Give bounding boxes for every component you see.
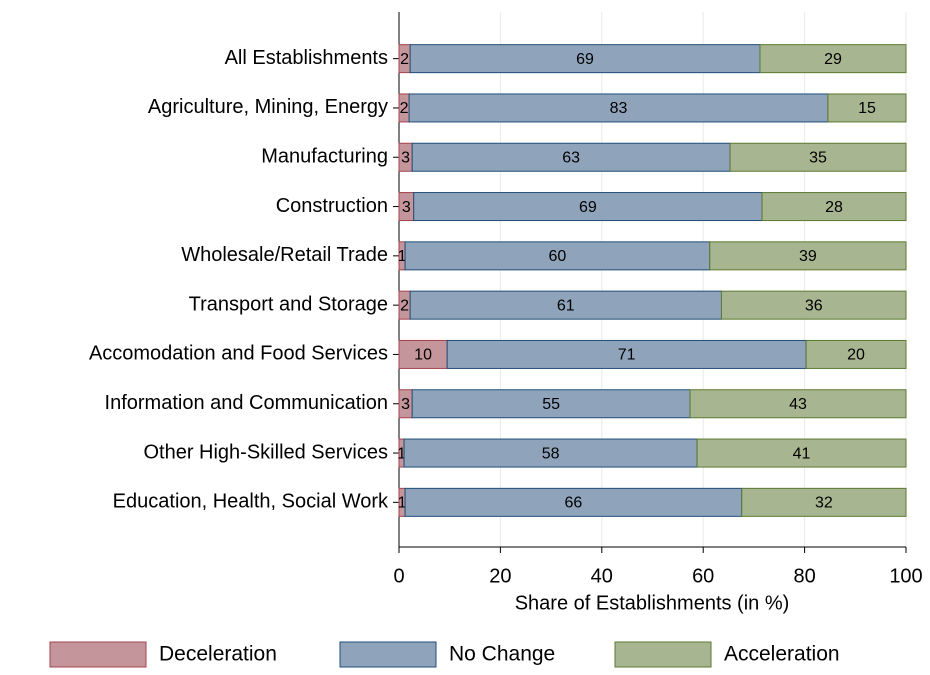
y-tick-label: Manufacturing xyxy=(261,146,388,168)
value-label: 58 xyxy=(542,445,560,462)
y-tick-label: Agriculture, Mining, Energy xyxy=(148,96,388,118)
value-label: 28 xyxy=(825,199,843,216)
x-axis-title: Share of Establishments (in %) xyxy=(515,592,790,614)
value-label: 2 xyxy=(400,51,409,68)
value-label: 60 xyxy=(549,248,567,265)
value-label: 3 xyxy=(401,396,410,413)
bar-segment xyxy=(761,192,907,222)
bar-segment xyxy=(805,339,907,369)
bar-segment xyxy=(729,142,907,172)
x-tick-label: 100 xyxy=(889,565,922,587)
value-label: 41 xyxy=(793,445,811,462)
bar-segment xyxy=(403,438,698,468)
value-label: 1 xyxy=(397,445,406,462)
value-label: 63 xyxy=(562,149,580,166)
bar-segment xyxy=(404,241,711,271)
y-tick-label: All Establishments xyxy=(225,47,388,69)
bar-segment xyxy=(409,44,761,74)
bar-segment xyxy=(689,389,907,419)
value-label: 2 xyxy=(400,100,409,117)
legend-label: Deceleration xyxy=(159,643,277,666)
value-label: 29 xyxy=(824,51,842,68)
y-tick-label: Wholesale/Retail Trade xyxy=(181,244,388,266)
value-label: 83 xyxy=(610,100,628,117)
bar-segment xyxy=(709,241,907,271)
x-tick-label: 40 xyxy=(591,565,613,587)
value-label: 55 xyxy=(542,396,560,413)
value-label: 36 xyxy=(805,297,823,314)
value-label: 15 xyxy=(858,100,876,117)
value-label: 39 xyxy=(799,248,817,265)
value-label: 2 xyxy=(400,297,409,314)
bar-segment xyxy=(446,339,807,369)
x-tick-label: 80 xyxy=(793,565,815,587)
x-tick-label: 20 xyxy=(489,565,511,587)
value-label: 1 xyxy=(398,248,407,265)
legend-swatch xyxy=(614,641,712,668)
value-label: 71 xyxy=(618,347,636,364)
value-label: 20 xyxy=(847,347,865,364)
y-tick-label: Construction xyxy=(276,195,388,217)
y-tick-label: Other High-Skilled Services xyxy=(143,441,388,463)
x-tick-label: 0 xyxy=(393,565,404,587)
x-tick-label: 60 xyxy=(692,565,714,587)
bar-segment xyxy=(411,142,731,172)
bar-segment xyxy=(720,290,907,320)
value-label: 1 xyxy=(398,495,407,512)
value-label: 32 xyxy=(815,495,833,512)
bar-segment xyxy=(759,44,907,74)
value-label: 3 xyxy=(402,199,411,216)
bar-segment xyxy=(398,339,448,369)
bar-segment xyxy=(827,93,907,123)
y-tick-label: Transport and Storage xyxy=(189,293,388,315)
value-label: 61 xyxy=(557,297,575,314)
value-label: 43 xyxy=(789,396,807,413)
legend-swatch xyxy=(49,641,147,668)
bar-segment xyxy=(413,192,763,222)
value-label: 66 xyxy=(565,495,583,512)
y-tick-label: Education, Health, Social Work xyxy=(113,491,389,513)
value-label: 3 xyxy=(401,149,410,166)
bar-segment xyxy=(696,438,907,468)
bar-segment xyxy=(404,487,743,517)
value-label: 69 xyxy=(576,51,594,68)
bar-segment xyxy=(409,290,722,320)
legend-label: No Change xyxy=(449,643,555,666)
value-label: 69 xyxy=(579,199,597,216)
value-label: 10 xyxy=(414,347,432,364)
y-tick-label: Accomodation and Food Services xyxy=(89,343,388,365)
bar-segment xyxy=(741,487,907,517)
y-tick-label: Information and Communication xyxy=(105,392,388,414)
value-label: 35 xyxy=(809,149,827,166)
legend-label: Acceleration xyxy=(724,643,840,666)
legend-swatch xyxy=(339,641,437,668)
